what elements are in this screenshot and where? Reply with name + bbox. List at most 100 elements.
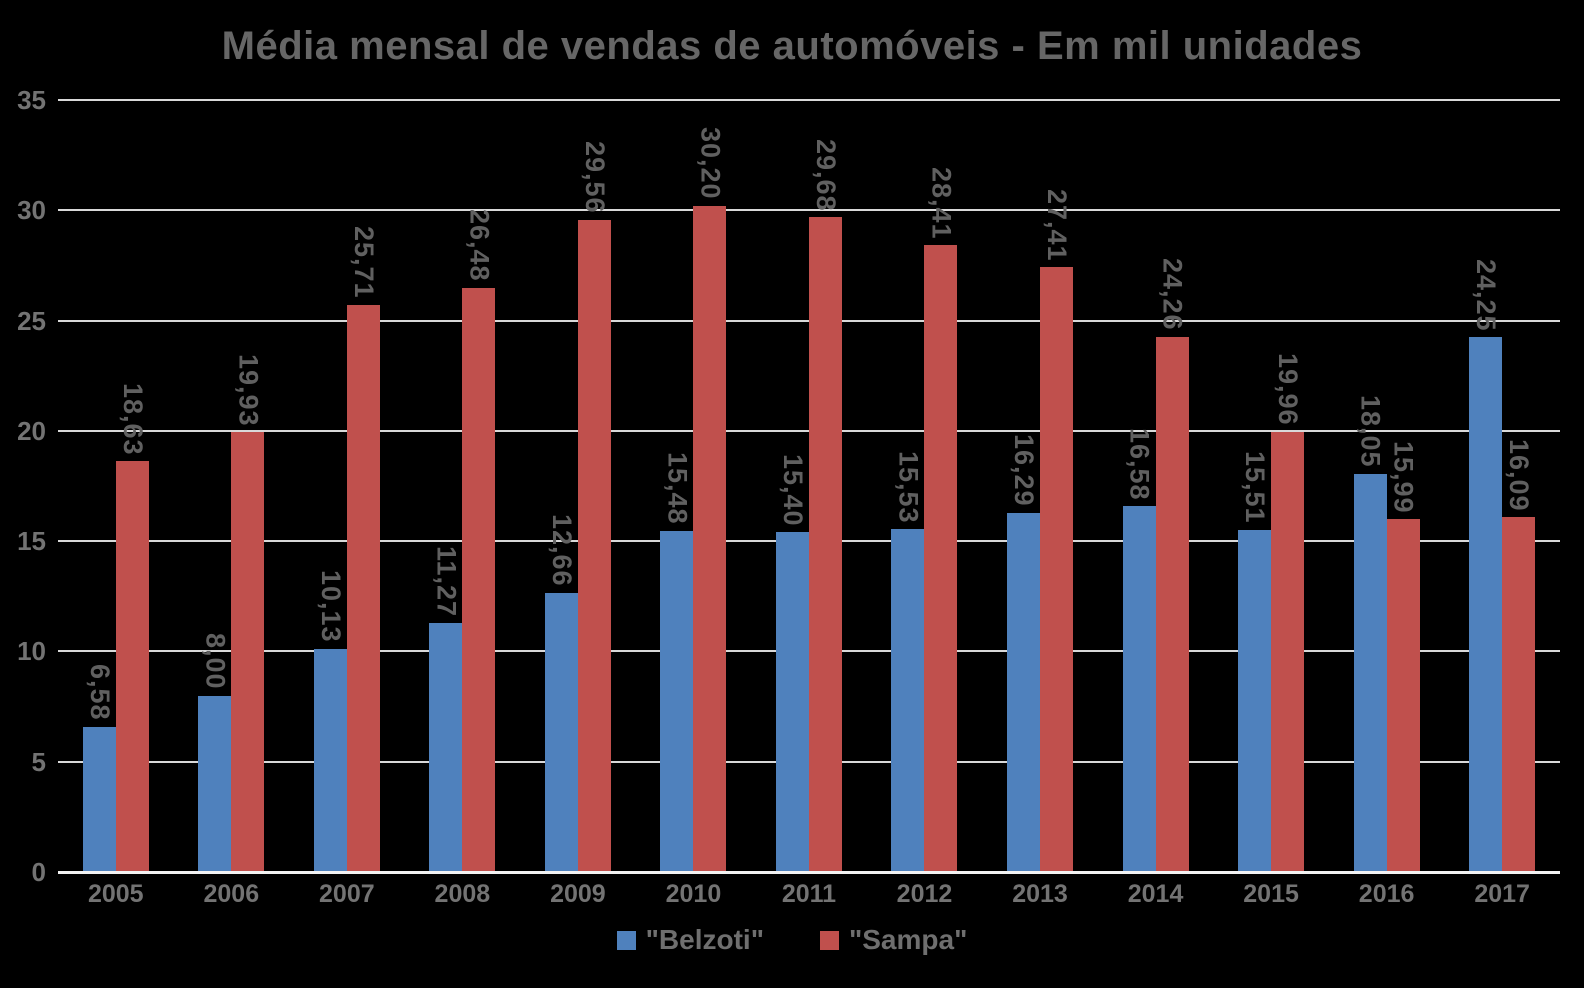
bar-cell-sampa-2005: 18,63 [115, 100, 149, 872]
y-tick-label-10: 10 [17, 636, 46, 667]
bar-value-label-belzoti-2009: 12,66 [546, 514, 577, 587]
bar-value-label-belzoti-2015: 15,51 [1240, 451, 1271, 524]
bar-group-2017: 24,25 16,09 [1444, 100, 1560, 872]
bar-cell-belzoti-2010: 15,48 [660, 100, 694, 872]
x-tick-label-2016: 2016 [1358, 880, 1415, 908]
legend-label-belzoti: "Belzoti" [645, 924, 764, 955]
y-tick-label-5: 5 [31, 746, 46, 777]
bar-value-label-belzoti-2017: 24,25 [1471, 258, 1502, 332]
bar-value-label-belzoti-2008: 11,27 [431, 546, 462, 618]
bar-sampa-2014 [1155, 336, 1189, 872]
chart-title: Média mensal de vendas de automóveis - E… [221, 24, 1363, 68]
y-axis: 0 5 10 15 20 25 30 35 [0, 85, 46, 887]
bar-group-2012: 15,53 28,41 [867, 100, 983, 872]
bar-value-label-sampa-2009: 29,56 [579, 141, 610, 214]
x-tick-label-2007: 2007 [319, 880, 375, 908]
bar-cell-belzoti-2006: 8,00 [198, 100, 232, 872]
bar-belzoti-2015 [1238, 529, 1272, 872]
bar-value-label-sampa-2006: 19,93 [233, 353, 264, 427]
bar-belzoti-2012 [891, 529, 925, 872]
bar-cell-belzoti-2017: 24,25 [1469, 100, 1503, 872]
bar-value-label-belzoti-2007: 10,13 [315, 569, 346, 643]
bar-value-label-belzoti-2013: 16,29 [1009, 434, 1040, 507]
legend-item-sampa: "Sampa" [819, 924, 967, 956]
x-tick-label-2014: 2014 [1127, 880, 1184, 908]
bar-value-label-sampa-2007: 25,71 [348, 226, 379, 299]
bar-group-2007: 10,13 25,71 [289, 100, 405, 872]
bar-cell-belzoti-2007: 10,13 [313, 100, 347, 872]
gridline-30 [58, 209, 1560, 212]
bar-sampa-2009 [577, 220, 611, 872]
gridline-0 [58, 871, 1560, 874]
bar-cell-belzoti-2005: 6,58 [82, 100, 116, 872]
x-tick-label-2006: 2006 [203, 880, 260, 908]
bar-value-label-sampa-2010: 30,20 [695, 127, 726, 200]
bar-group-2011: 15,40 29,68 [751, 100, 867, 872]
x-tick-label-2012: 2012 [896, 880, 953, 908]
bar-sampa-2010 [693, 205, 727, 872]
bar-groups: 6,58 18,63 8,00 19,93 10,13 25,71 11,27 26,48 12… [58, 100, 1560, 872]
y-tick-label-35: 35 [17, 85, 46, 115]
x-tick-label-2015: 2015 [1243, 880, 1299, 908]
bar-value-label-belzoti-2016: 18,05 [1355, 395, 1386, 468]
bar-sampa-2016 [1386, 519, 1420, 872]
bar-cell-belzoti-2015: 15,51 [1238, 100, 1272, 872]
bar-belzoti-2013 [1007, 512, 1041, 872]
bar-belzoti-2005 [82, 726, 116, 872]
bar-belzoti-2014 [1122, 506, 1156, 872]
bar-group-2009: 12,66 29,56 [520, 100, 636, 872]
bar-belzoti-2008 [429, 623, 463, 872]
bar-belzoti-2010 [660, 530, 694, 872]
bar-group-2006: 8,00 19,93 [174, 100, 290, 872]
bar-sampa-2008 [462, 287, 496, 872]
bar-sampa-2011 [808, 217, 842, 872]
bar-group-2013: 16,29 27,41 [982, 100, 1098, 872]
x-tick-label-2013: 2013 [1012, 880, 1068, 908]
y-tick-label-0: 0 [31, 857, 46, 887]
bar-cell-sampa-2009: 29,56 [577, 100, 611, 872]
y-tick-label-20: 20 [17, 415, 46, 446]
bar-cell-sampa-2014: 24,26 [1155, 100, 1189, 872]
x-axis: 2005 2006 2007 2008 2009 2010 2011 2012 2013 2014… [58, 880, 1560, 909]
gridline-35 [58, 99, 1560, 101]
bar-value-label-belzoti-2014: 16,58 [1124, 427, 1155, 501]
legend-item-belzoti: "Belzoti" [616, 924, 764, 956]
bar-cell-belzoti-2013: 16,29 [1007, 100, 1041, 872]
bar-value-label-sampa-2013: 27,41 [1042, 188, 1073, 262]
bar-cell-sampa-2017: 16,09 [1502, 100, 1536, 872]
y-tick-label-15: 15 [17, 526, 46, 557]
bar-cell-belzoti-2008: 11,27 [429, 100, 463, 872]
bar-group-2014: 16,58 24,26 [1098, 100, 1214, 872]
y-tick-label-25: 25 [17, 305, 46, 336]
bar-cell-belzoti-2009: 12,66 [544, 100, 578, 872]
bar-value-label-belzoti-2006: 8,00 [200, 632, 231, 690]
bar-belzoti-2006 [198, 695, 232, 872]
bar-value-label-sampa-2012: 28,41 [926, 166, 957, 240]
x-tick-label-2005: 2005 [87, 880, 144, 908]
bar-sampa-2015 [1271, 431, 1305, 872]
bar-group-2005: 6,58 18,63 [58, 100, 174, 872]
legend: "Belzoti" "Sampa" [0, 924, 1584, 956]
y-tick-label-30: 30 [17, 195, 46, 226]
legend-swatch-belzoti [616, 930, 636, 950]
bar-cell-sampa-2015: 19,96 [1271, 100, 1305, 872]
bar-cell-sampa-2010: 30,20 [693, 100, 727, 872]
bar-belzoti-2017 [1469, 337, 1503, 872]
bar-belzoti-2009 [544, 592, 578, 872]
bar-cell-belzoti-2014: 16,58 [1122, 100, 1156, 872]
bar-cell-sampa-2016: 15,99 [1386, 100, 1420, 872]
bar-value-label-sampa-2015: 19,96 [1273, 353, 1304, 426]
bar-group-2015: 15,51 19,96 [1213, 100, 1329, 872]
bar-group-2010: 15,48 30,20 [636, 100, 752, 872]
bar-cell-sampa-2008: 26,48 [462, 100, 496, 872]
bar-cell-belzoti-2012: 15,53 [891, 100, 925, 872]
bar-group-2016: 18,05 15,99 [1329, 100, 1445, 872]
bar-value-label-sampa-2016: 15,99 [1388, 440, 1419, 514]
bar-cell-belzoti-2011: 15,40 [775, 100, 809, 872]
bar-sampa-2017 [1502, 517, 1536, 872]
x-tick-label-2011: 2011 [781, 880, 837, 908]
bar-value-label-sampa-2008: 26,48 [464, 209, 495, 282]
bar-group-2008: 11,27 26,48 [405, 100, 521, 872]
bar-sampa-2012 [924, 245, 958, 872]
